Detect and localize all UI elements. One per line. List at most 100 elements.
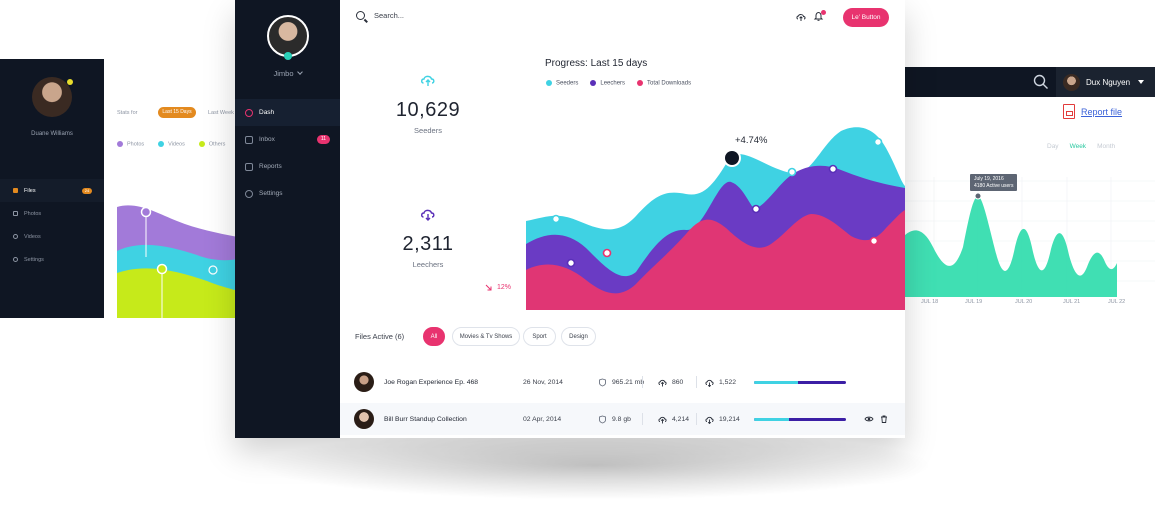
sidebar: Jimbo Dash Inbox 11 Reports Settings [235,0,340,438]
left-nav-label: Settings [24,256,44,263]
left-nav: Files 24 Photos Videos Settings [0,179,104,271]
left-area-others [117,268,238,318]
download-icon [705,416,714,424]
seeders-label: Seeders [414,126,442,135]
leechers-value: 2,311 [402,233,454,255]
range-last-week[interactable]: Last Week [208,110,234,116]
pdf-icon [1063,104,1075,119]
x-tick: JUL 19 [965,299,983,305]
download-icon [705,379,714,387]
sidebar-item-settings[interactable]: Settings [235,180,340,207]
status-dot [284,52,292,60]
progress-area-chart [526,127,905,310]
left-area-chart [117,205,238,318]
upload-cloud-icon [420,75,435,86]
left-nav-item-files[interactable]: Files 24 [0,179,104,202]
left-nav-label: Photos [24,210,42,217]
caret-down-icon [1138,80,1145,84]
sidebar-item-inbox[interactable]: Inbox 11 [235,126,340,153]
left-nav-item-settings[interactable]: Settings [0,248,104,271]
data-point-downloads [869,236,879,246]
avatar[interactable] [267,15,309,57]
download-cloud-icon [420,209,435,221]
leechers-stat: 2,311 Leechers [363,206,493,269]
chart-annotation: +4.74% [735,135,768,146]
legend-item-leechers: Leechers [590,80,625,87]
user-menu[interactable]: Jimbo [235,69,340,78]
left-username[interactable]: Duane Williams [31,131,73,137]
reports-icon [245,162,253,171]
range-last-15-days[interactable]: Last 15 Days [158,107,196,118]
avatar [32,77,72,117]
left-nav-label: Videos [24,233,41,240]
range-tab-month[interactable]: Month [1097,143,1116,150]
range-tab-day[interactable]: Day [1047,143,1059,150]
data-point-leechers [566,258,576,268]
gear-icon [13,257,18,262]
folder-icon [13,188,18,193]
legend-item-photos: Photos [117,141,144,147]
x-tick: JUL 20 [1015,299,1033,305]
left-nav-item-photos[interactable]: Photos [0,202,104,225]
upload-icon[interactable] [796,12,806,22]
filter-chip-movies-tv[interactable]: Movies & Tv Shows [452,327,520,346]
chevron-down-icon [296,69,303,75]
sidebar-item-dash[interactable]: Dash [235,99,340,126]
camera-icon [13,211,18,216]
upload-icon [658,416,667,423]
x-tick: JUL 18 [921,299,939,305]
username: Jimbo [273,69,294,78]
sidebar-item-label: Inbox [259,136,275,143]
file-name[interactable]: Bill Burr Standup Collection [384,415,467,423]
data-point-leechers [828,164,838,174]
table-row[interactable]: Joe Rogan Experience Ep. 468 26 Nov, 201… [340,366,905,398]
sidebar-item-label: Reports [259,163,282,170]
play-icon [13,234,18,239]
filter-chip-all[interactable]: All [423,327,445,346]
user-menu[interactable]: Dux Nguyen [1056,67,1155,97]
filter-chip-design[interactable]: Design [561,327,596,346]
eye-icon[interactable] [864,414,874,424]
active-users-marker [974,192,982,200]
x-tick: JUL 21 [1063,299,1081,305]
seeders-value: 10,629 [395,99,461,121]
search-icon[interactable] [356,11,365,20]
status-dot [67,79,73,85]
file-thumbnail [354,409,374,429]
chart-tooltip: July 19, 2016 4180 Active users [970,174,1018,191]
search-icon[interactable] [1033,74,1049,90]
bell-icon[interactable] [813,11,824,22]
file-size: 965.21 mb [598,378,644,387]
file-seeds: 4,214 [658,415,689,424]
legend-item-others: Others [198,141,225,147]
background-screen-left: Duane Williams Files 24 Photos Videos Se… [0,59,238,318]
range-tab-week[interactable]: Week [1069,143,1087,150]
inbox-badge: 11 [317,135,330,144]
username: Dux Nguyen [1086,77,1131,87]
trash-icon[interactable] [879,414,889,424]
left-nav-item-videos[interactable]: Videos [0,225,104,248]
data-point-seeders [787,167,797,177]
chart-legend: Seeders Leechers Total Downloads [546,80,691,87]
highlighted-point-core [725,151,739,165]
filter-chip-sport[interactable]: Sport [523,327,556,346]
left-sidebar: Duane Williams Files 24 Photos Videos Se… [0,59,104,318]
file-leech: 1,522 [705,378,736,387]
avatar [1063,73,1080,91]
file-progress-bar [754,380,846,384]
file-name[interactable]: Joe Rogan Experience Ep. 468 [384,378,479,386]
data-point-seeders [551,214,561,224]
stats-for-label: Stats for [117,110,138,116]
sidebar-item-label: Settings [259,190,283,197]
search-input[interactable] [374,11,574,20]
le-button[interactable]: Le' Button [843,8,889,27]
data-point-downloads [751,204,761,214]
sidebar-item-reports[interactable]: Reports [235,153,340,180]
report-file-link[interactable]: Report file [1063,104,1122,119]
sidebar-nav: Dash Inbox 11 Reports Settings [235,99,340,207]
table-row[interactable]: Bill Burr Standup Collection 02 Apr, 201… [340,403,905,435]
report-file-label: Report file [1081,106,1123,117]
delta-value: 12% [497,284,512,291]
left-marker-photos [140,206,152,218]
data-point-downloads [602,248,612,258]
